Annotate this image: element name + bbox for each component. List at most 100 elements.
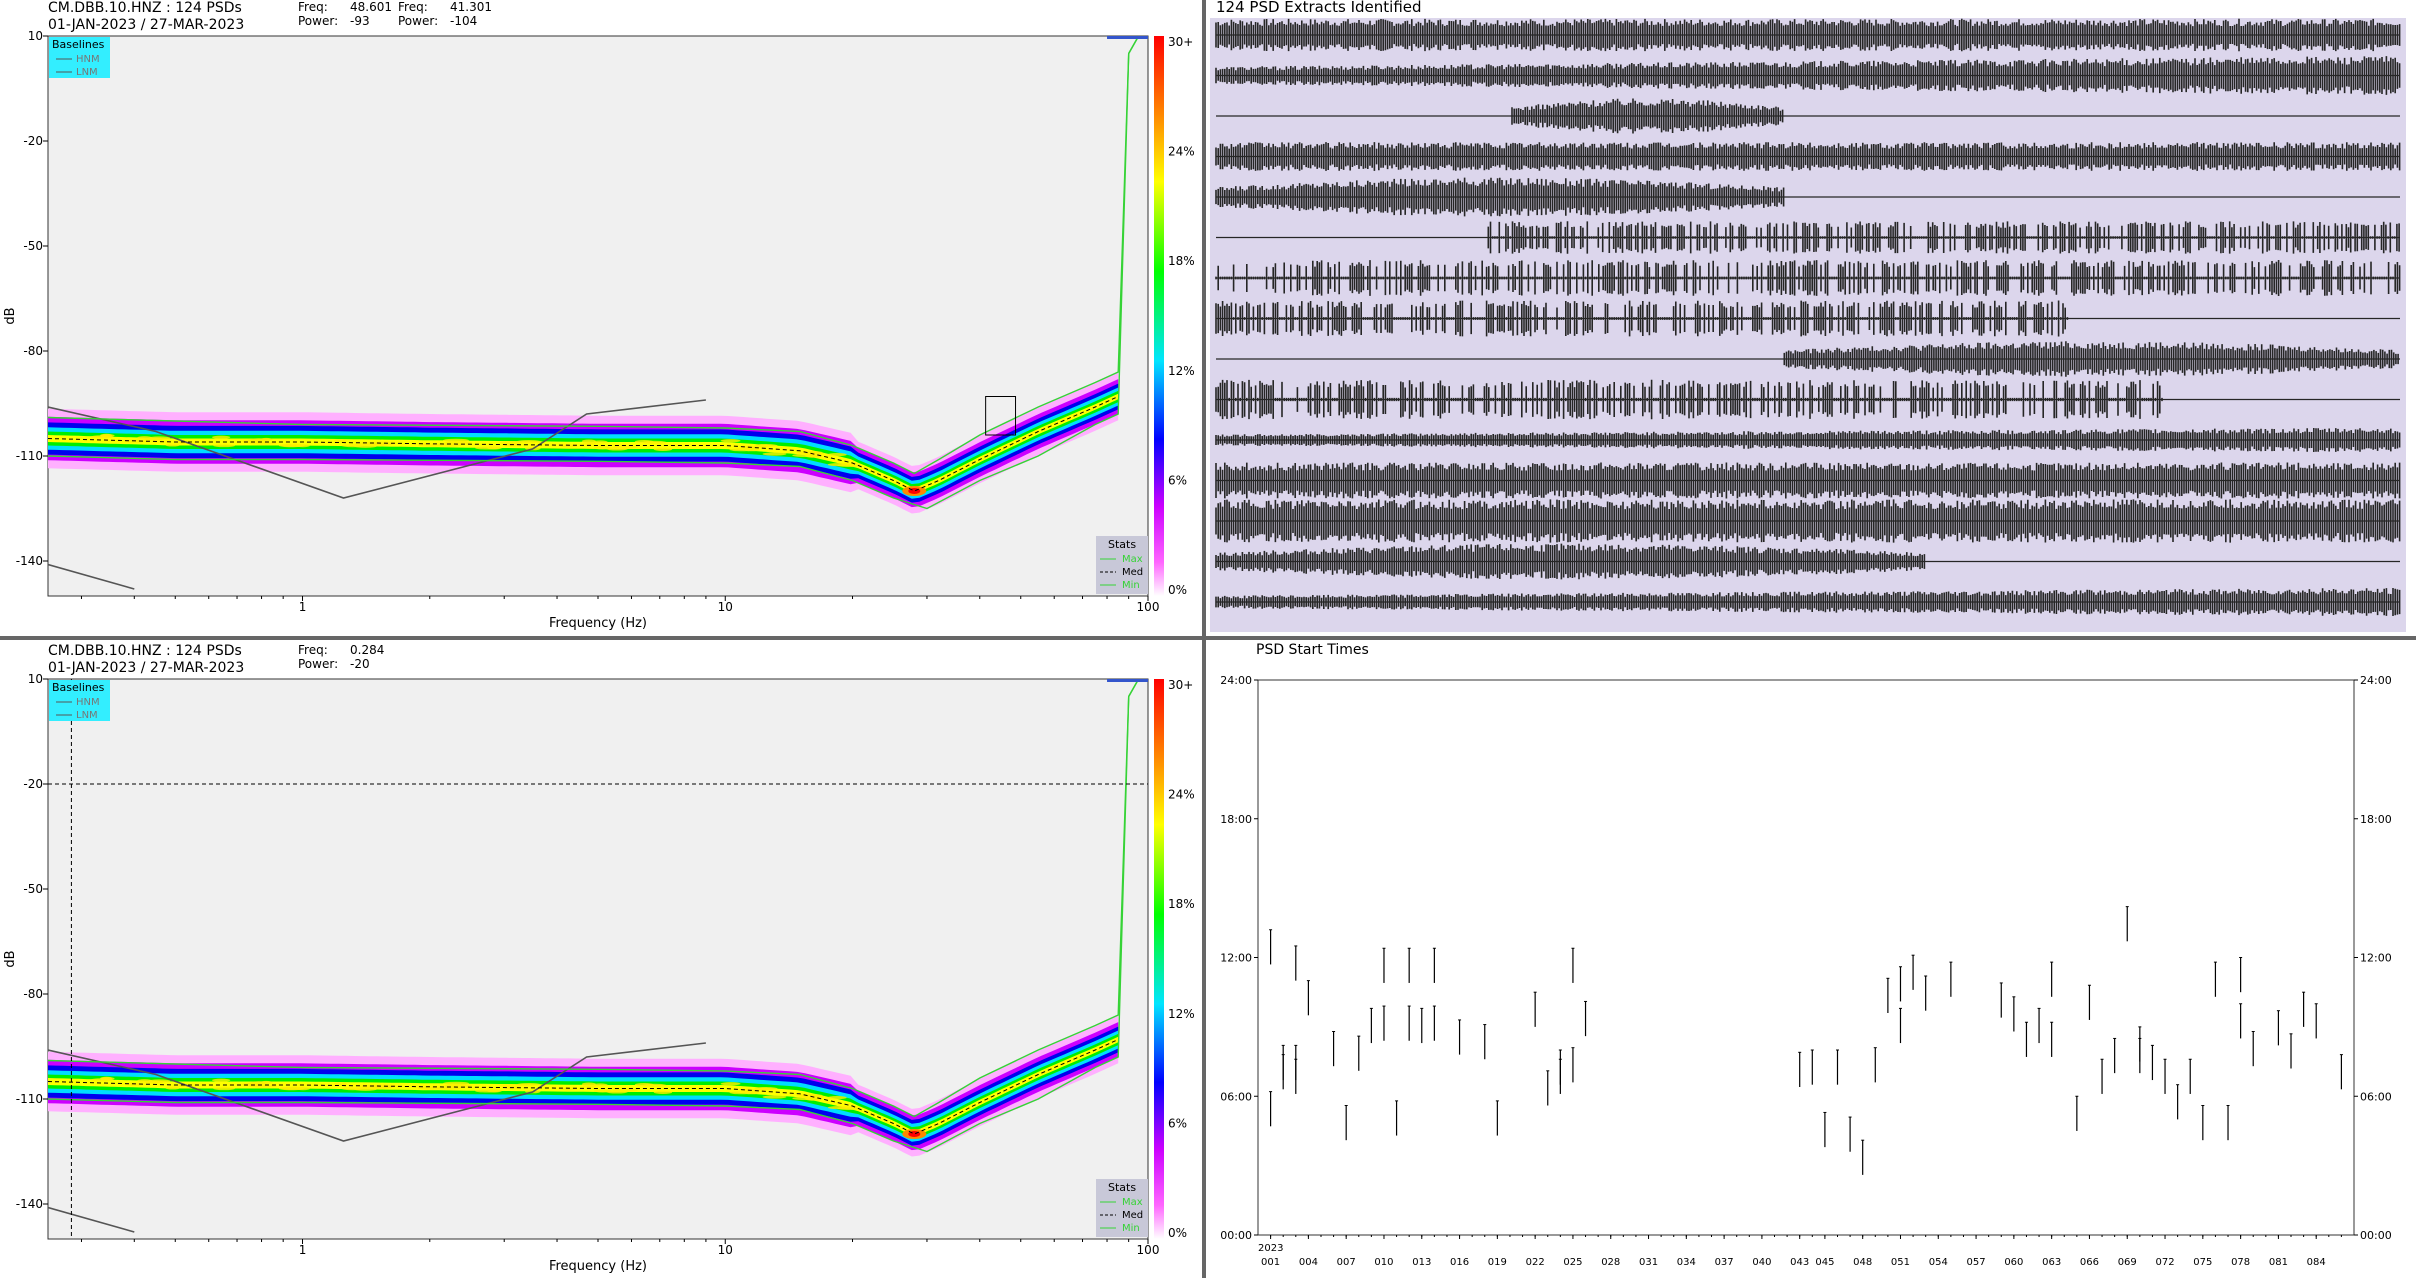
start-time-segment[interactable] (1823, 1111, 1827, 1148)
start-time-segment[interactable] (2226, 1105, 2230, 1141)
start-time-segment[interactable] (1533, 991, 1537, 1027)
start-time-segment[interactable] (2251, 1031, 2255, 1067)
start-time-segment[interactable] (2037, 1007, 2041, 1044)
start-time-segment[interactable] (1886, 977, 1890, 1013)
waveform-trace[interactable] (1215, 56, 2401, 95)
start-time-segment[interactable] (1861, 1139, 1865, 1175)
med-label: Med (1122, 1210, 1143, 1221)
waveform-trace[interactable] (1215, 543, 2400, 580)
start-time-segment[interactable] (2239, 957, 2243, 993)
psd-plot-area[interactable] (47, 678, 1149, 1240)
baselines-legend[interactable]: Baselines HNM LNM (49, 680, 110, 721)
start-time-segment[interactable] (1294, 1044, 1298, 1081)
start-time-segment[interactable] (1306, 980, 1310, 1016)
waveform-trace[interactable] (1215, 300, 2400, 337)
stats-title: Stats (1108, 1181, 1136, 1194)
start-time-segment[interactable] (1949, 961, 1953, 997)
start-time-segment[interactable] (1835, 1049, 1839, 1085)
start-time-segment[interactable] (1432, 947, 1436, 983)
start-time-segment[interactable] (1546, 1070, 1550, 1106)
start-time-segment[interactable] (2138, 1026, 2142, 1062)
start-time-segment[interactable] (1332, 1031, 1336, 1067)
start-time-segment[interactable] (2075, 1095, 2079, 1131)
start-time-segment[interactable] (2100, 1058, 2104, 1094)
stats-legend[interactable]: Stats Max Med Min (1096, 536, 1148, 594)
start-time-segment[interactable] (2314, 1003, 2318, 1039)
start-time-segment[interactable] (2163, 1058, 2167, 1094)
start-time-segment[interactable] (1281, 1044, 1285, 1081)
start-time-segment[interactable] (1432, 1005, 1436, 1041)
waveform-trace[interactable] (1216, 341, 2400, 377)
colorbar-tick-label: 6% (1168, 1116, 1187, 1130)
waveform-trace[interactable] (1215, 18, 2401, 52)
start-time-segment[interactable] (1810, 1049, 1814, 1085)
start-time-segment[interactable] (1344, 1105, 1348, 1141)
start-time-segment[interactable] (2289, 1033, 2293, 1069)
start-time-segment[interactable] (1483, 1024, 1487, 1060)
start-time-segment[interactable] (1898, 966, 1902, 1002)
start-time-segment[interactable] (1924, 975, 1928, 1011)
start-time-segment[interactable] (1269, 1091, 1273, 1127)
start-time-segment[interactable] (1873, 1047, 1877, 1083)
probe-box[interactable] (985, 396, 1017, 436)
start-time-segment[interactable] (2276, 1010, 2280, 1046)
start-time-segment[interactable] (1584, 1000, 1588, 1037)
horizontal-divider-left[interactable] (0, 636, 1202, 640)
waveform-trace[interactable] (1215, 379, 2400, 420)
pdf-speckle (334, 439, 347, 443)
start-times-plot-area[interactable] (1257, 679, 2355, 1236)
stats-legend[interactable]: Stats Max Med Min (1096, 1179, 1148, 1237)
start-time-segment[interactable] (2024, 1021, 2028, 1057)
saturation-strip (1107, 679, 1148, 682)
start-time-segment[interactable] (2239, 1003, 2243, 1039)
start-time-segment[interactable] (1558, 1049, 1562, 1085)
start-time-segment[interactable] (2050, 1021, 2054, 1057)
start-time-segment[interactable] (1395, 1100, 1399, 1136)
waveform-trace[interactable] (1215, 260, 2401, 296)
start-time-segment[interactable] (2188, 1058, 2192, 1094)
start-time-segment[interactable] (2176, 1084, 2180, 1120)
start-time-segment[interactable] (2050, 961, 2054, 997)
waveform-trace[interactable] (1215, 499, 2401, 543)
start-time-segment[interactable] (1999, 982, 2003, 1018)
start-time-segment[interactable] (1911, 954, 1915, 990)
waveform-trace[interactable] (1216, 98, 2400, 134)
start-time-segment[interactable] (1571, 1047, 1575, 1083)
baselines-legend[interactable]: Baselines HNM LNM (49, 37, 110, 78)
waveform-trace[interactable] (1216, 221, 2400, 254)
start-time-segment[interactable] (1898, 1007, 1902, 1044)
start-time-segment[interactable] (2012, 996, 2016, 1032)
waveform-trace[interactable] (1215, 428, 2401, 452)
psd-plot-area[interactable] (47, 35, 1149, 597)
start-time-segment[interactable] (1269, 929, 1273, 965)
start-time-segment[interactable] (1571, 947, 1575, 983)
waveform-trace[interactable] (1215, 588, 2401, 616)
start-time-segment[interactable] (1357, 1035, 1361, 1071)
start-time-segment[interactable] (1407, 947, 1411, 983)
horizontal-divider-right[interactable] (1206, 636, 2416, 640)
start-time-segment[interactable] (2302, 991, 2306, 1027)
start-time-segment[interactable] (1458, 1019, 1462, 1055)
pdf-speckle (249, 438, 268, 442)
start-time-segment[interactable] (1407, 1005, 1411, 1041)
trace-signal (1215, 462, 2401, 499)
waveform-trace[interactable] (1215, 142, 2401, 171)
start-time-segment[interactable] (1495, 1100, 1499, 1136)
start-time-segment[interactable] (1369, 1007, 1373, 1044)
vertical-divider[interactable] (1202, 0, 1206, 1278)
waveform-trace[interactable] (1215, 177, 2400, 217)
start-time-segment[interactable] (2087, 984, 2091, 1020)
waveform-trace[interactable] (1215, 462, 2401, 499)
start-time-segment[interactable] (1294, 945, 1298, 981)
start-time-segment[interactable] (1848, 1116, 1852, 1152)
start-time-segment[interactable] (2339, 1054, 2343, 1090)
start-time-segment[interactable] (1798, 1051, 1802, 1087)
start-time-segment[interactable] (2113, 1037, 2117, 1074)
start-time-segment[interactable] (1382, 947, 1386, 983)
start-time-segment[interactable] (2125, 906, 2129, 942)
start-time-segment[interactable] (2213, 961, 2217, 997)
start-time-segment[interactable] (1382, 1005, 1386, 1041)
start-time-segment[interactable] (2201, 1105, 2205, 1141)
start-time-segment[interactable] (2150, 1044, 2154, 1081)
start-time-segment[interactable] (1420, 1007, 1424, 1044)
